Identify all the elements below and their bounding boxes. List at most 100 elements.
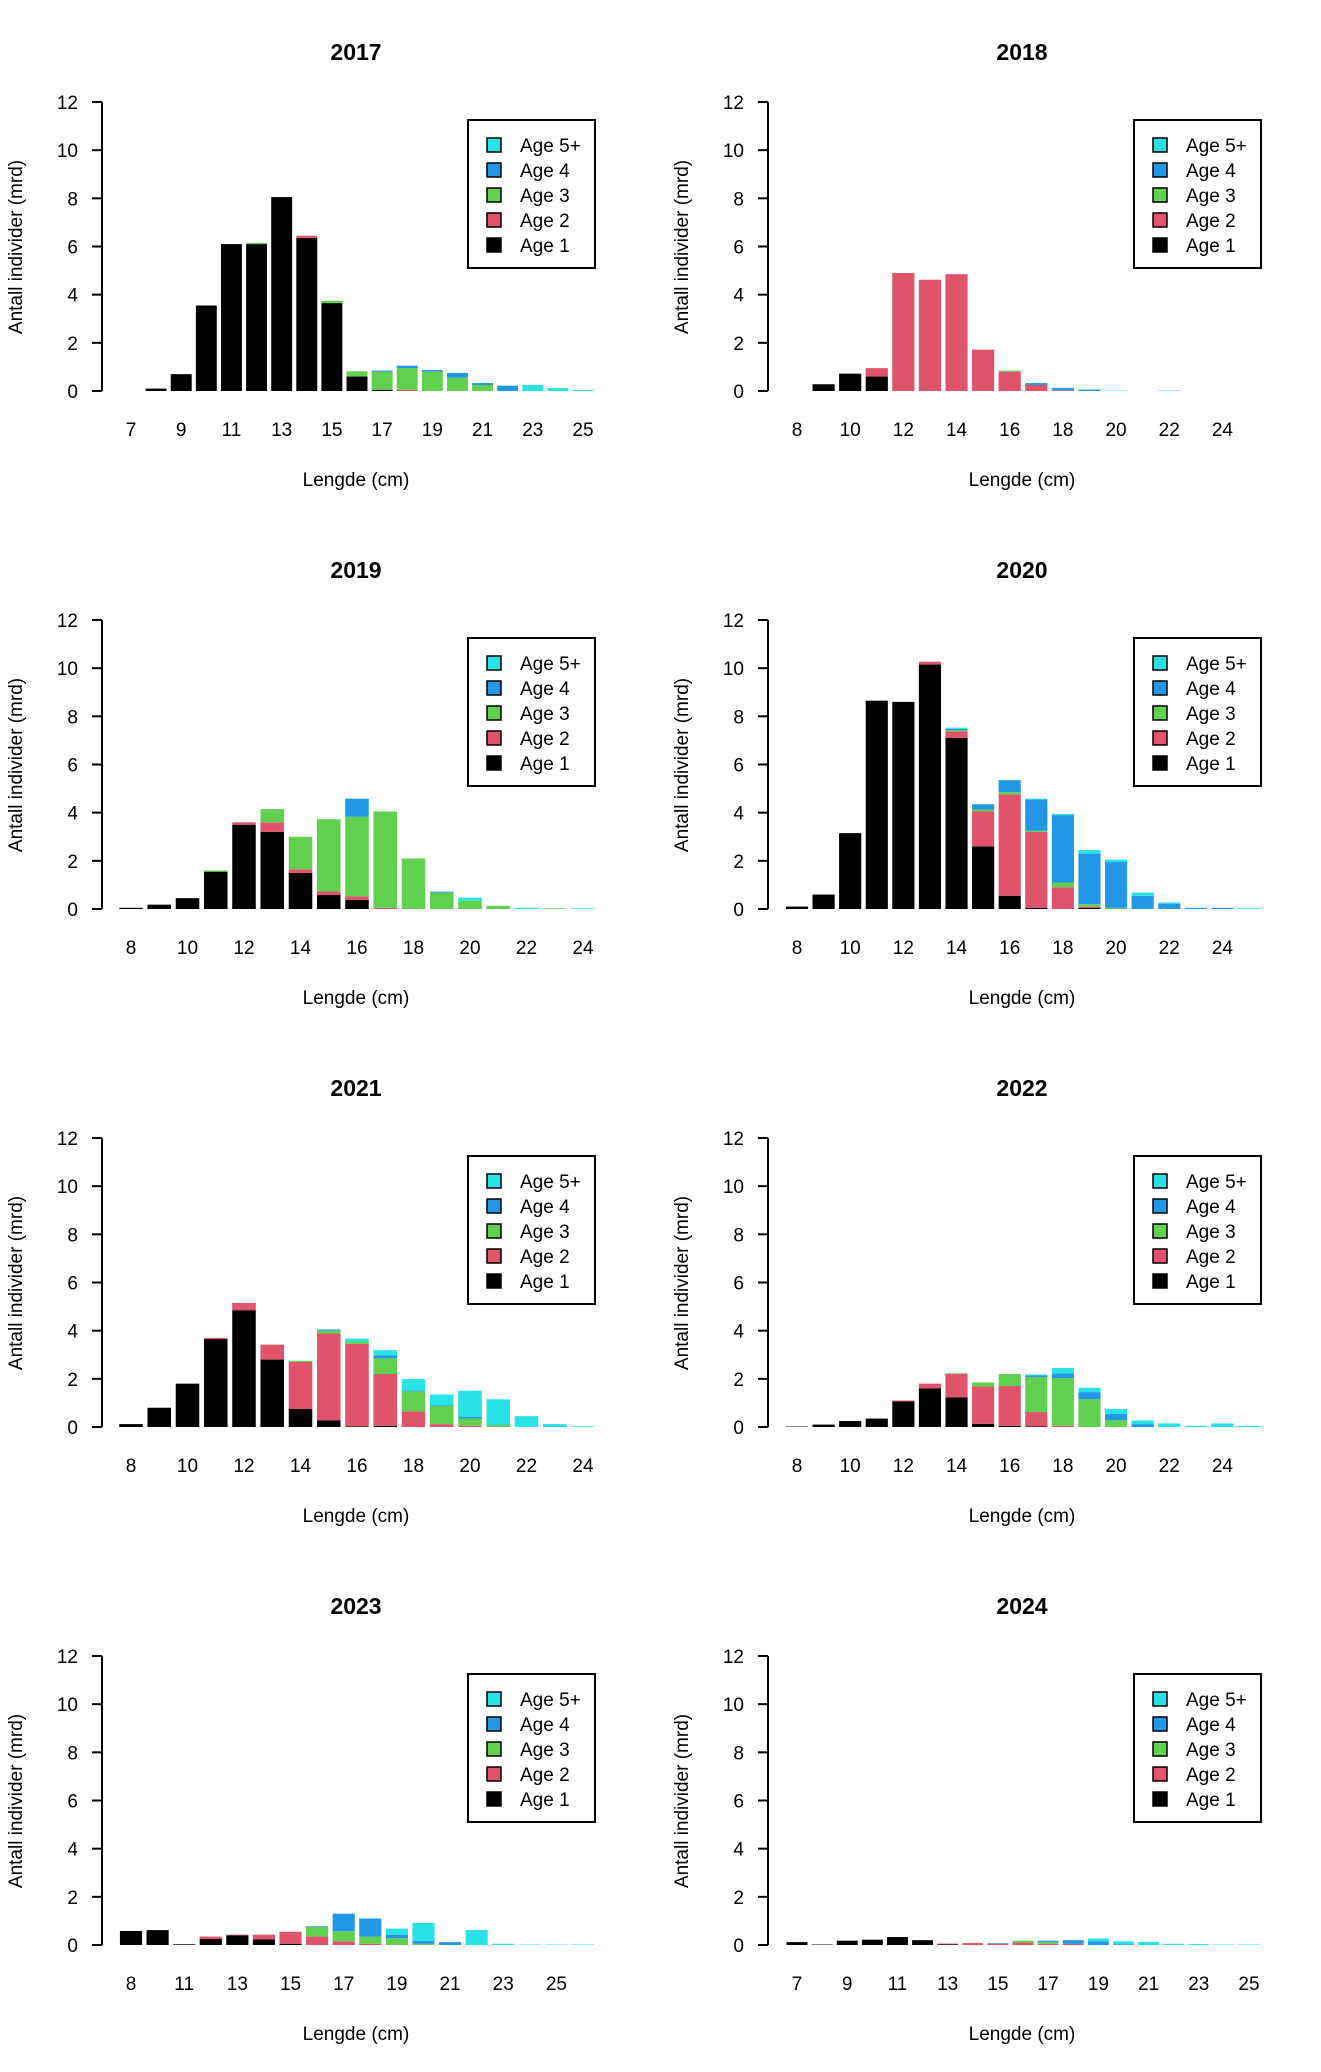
bar-segment-age2-16: [999, 372, 1021, 391]
bar-segment-age3-17: [372, 372, 393, 390]
x-tick-label: 9: [176, 420, 187, 441]
bar-segment-age2-20: [458, 1426, 482, 1427]
bar-segment-age3-21: [486, 906, 510, 909]
bars: [786, 1368, 1260, 1427]
bar-segment-age5-23: [522, 385, 543, 391]
bar-segment-age5-20: [412, 1923, 434, 1941]
y-tick-label: 4: [67, 1322, 78, 1343]
bar-segment-age2-12: [232, 1303, 256, 1310]
x-tick-label: 13: [271, 420, 292, 441]
legend-swatch-age5: [1153, 1174, 1167, 1188]
bar-segment-age2-15: [972, 1387, 994, 1424]
x-tick-label: 22: [1159, 938, 1180, 959]
bar-segment-age4-15: [317, 1329, 341, 1330]
y-axis-label: Antall individer (mrd): [6, 160, 27, 334]
bar-segment-age3-15: [321, 301, 342, 303]
x-tick-label: 25: [1238, 1974, 1259, 1995]
legend-label: Age 1: [1186, 236, 1236, 257]
bar-segment-age4-22: [1158, 904, 1180, 909]
legend-swatch-age2: [1153, 1249, 1167, 1263]
bar-segment-age4-21: [439, 1942, 461, 1945]
bar-segment-age3-17: [1025, 1377, 1047, 1412]
bar-segment-age3-19: [1078, 1399, 1100, 1427]
bar-segment-age1-11: [887, 1937, 908, 1945]
bar-segment-age5-20: [1105, 1409, 1127, 1414]
legend-label: Age 3: [1186, 186, 1236, 207]
x-tick-label: 22: [1159, 420, 1180, 441]
bar-segment-age1-14: [253, 1939, 275, 1945]
y-tick-label: 10: [57, 1695, 78, 1716]
bar-segment-age1-10: [176, 1384, 200, 1427]
bar-segment-age2-18: [359, 1944, 381, 1945]
bar-segment-age2-18: [1052, 390, 1074, 391]
chart-title: 2022: [996, 1075, 1047, 1101]
bar-segment-age2-15: [972, 350, 994, 391]
x-tick-label: 10: [840, 1456, 861, 1477]
legend-label: Age 2: [520, 211, 570, 232]
bar-segment-age1-8: [146, 389, 167, 391]
x-tick-label: 18: [1052, 938, 1073, 959]
bar-segment-age2-19: [430, 1424, 454, 1427]
x-tick-label: 19: [1088, 1974, 1109, 1995]
bar-segment-age1-11: [204, 1339, 228, 1427]
legend-swatch-age4: [487, 1199, 501, 1213]
bar-segment-age4-21: [1132, 1424, 1154, 1427]
bar-segment-age3-16: [999, 1374, 1021, 1386]
x-tick-label: 24: [1212, 938, 1234, 959]
y-axis-label: Antall individer (mrd): [672, 678, 693, 852]
bar-segment-age2-16: [999, 1386, 1021, 1426]
bar-segment-age5-21: [1132, 893, 1154, 896]
x-axis-label: Lengde (cm): [969, 2024, 1076, 2045]
bar-segment-age1-8: [119, 1424, 143, 1427]
bar-segment-age1-11: [866, 377, 888, 391]
bar-segment-age5-17: [1025, 1374, 1047, 1375]
y-axis-label: Antall individer (mrd): [672, 1714, 693, 1888]
legend-label: Age 4: [1186, 161, 1236, 182]
legend-swatch-age5: [487, 656, 501, 670]
bar-segment-age2-14: [945, 731, 967, 738]
x-tick-label: 14: [290, 938, 312, 959]
legend-label: Age 4: [520, 161, 570, 182]
bar-segment-age3-14: [289, 837, 313, 870]
x-tick-label: 17: [1038, 1974, 1059, 1995]
y-tick-label: 0: [67, 1936, 78, 1957]
x-tick-label: 13: [227, 1974, 248, 1995]
bar-segment-age3-17: [373, 1358, 397, 1374]
bar-segment-age2-11: [204, 1338, 228, 1339]
legend-swatch-age2: [1153, 731, 1167, 745]
bar-segment-age2-17: [373, 1374, 397, 1426]
chart-title: 2020: [996, 557, 1047, 583]
bar-segment-age3-12: [246, 243, 267, 244]
y-tick-label: 0: [733, 1936, 744, 1957]
bar-segment-age2-17: [373, 908, 397, 909]
legend-label: Age 5+: [1186, 1690, 1247, 1711]
bar-segment-age4-15: [972, 804, 994, 809]
x-tick-label: 11: [222, 420, 242, 441]
y-tick-label: 8: [67, 1743, 78, 1764]
bar-segment-age4-20: [458, 1417, 482, 1419]
y-tick-label: 12: [57, 93, 78, 114]
y-tick-label: 6: [67, 238, 78, 259]
bar-segment-age4-17: [373, 1355, 397, 1358]
bar-segment-age2-14: [289, 1362, 313, 1409]
x-tick-label: 23: [1188, 1974, 1209, 1995]
bar-segment-age3-16: [345, 817, 369, 896]
legend-swatch-age2: [487, 1249, 501, 1263]
legend-label: Age 1: [1186, 754, 1236, 775]
bar-segment-age4-19: [1078, 1392, 1100, 1399]
bar-segment-age1-11: [866, 1419, 888, 1427]
x-tick-label: 18: [403, 1456, 424, 1477]
legend-swatch-age4: [1153, 163, 1167, 177]
bar-segment-age2-15: [317, 1334, 341, 1421]
bar-segment-age4-21: [472, 383, 493, 385]
x-tick-label: 14: [946, 1456, 968, 1477]
x-axis-label: Lengde (cm): [969, 470, 1076, 491]
x-tick-label: 22: [1159, 1456, 1180, 1477]
y-tick-label: 0: [67, 1418, 78, 1439]
bar-segment-age2-17: [1025, 1412, 1047, 1426]
legend-swatch-age3: [1153, 188, 1167, 202]
